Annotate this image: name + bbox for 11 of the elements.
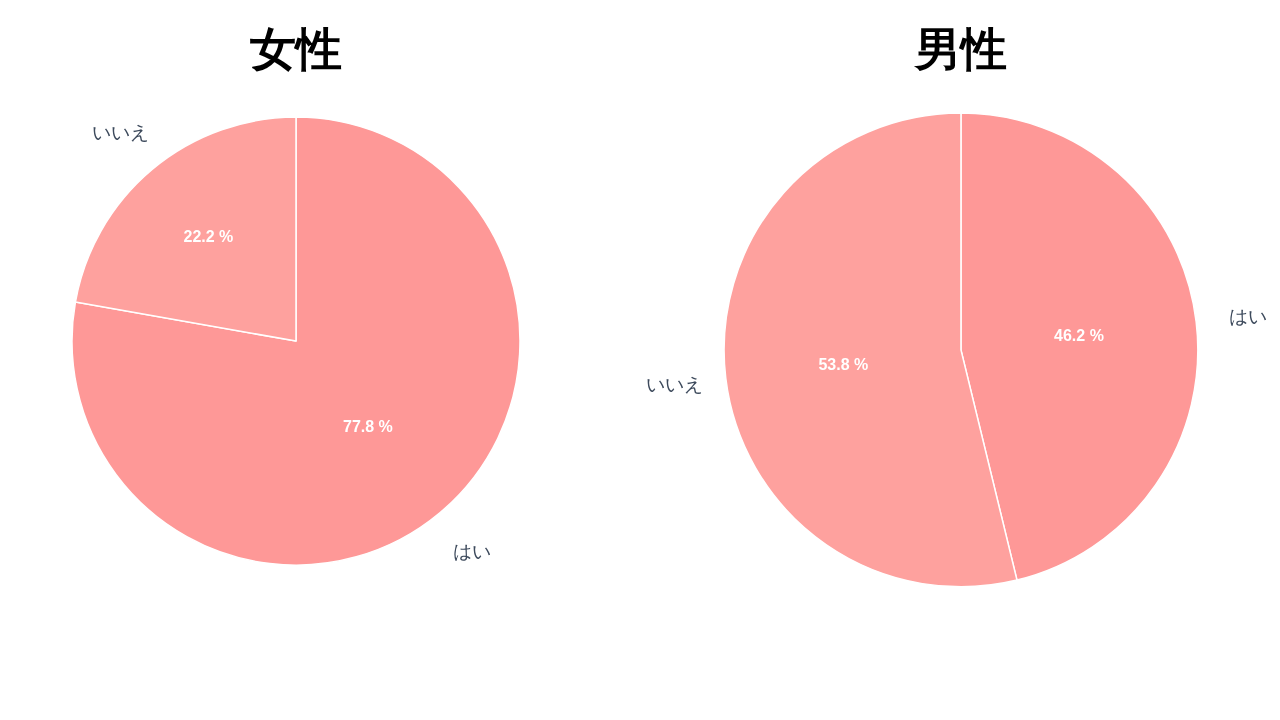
data-label: 77.8 % <box>343 418 393 436</box>
slice-label: はい <box>1229 303 1267 329</box>
data-label: 22.2 % <box>183 228 234 246</box>
data-label: 53.8 % <box>818 355 869 373</box>
chart-title: 女性 <box>250 15 342 78</box>
chart-title: 男性 <box>912 15 1007 78</box>
slice-label: はい <box>453 538 491 564</box>
slice-label: いいえ <box>92 119 149 145</box>
slice-label: いいえ <box>646 371 703 397</box>
data-label: 46.2 % <box>1054 327 1104 345</box>
pie-slice <box>71 116 521 566</box>
